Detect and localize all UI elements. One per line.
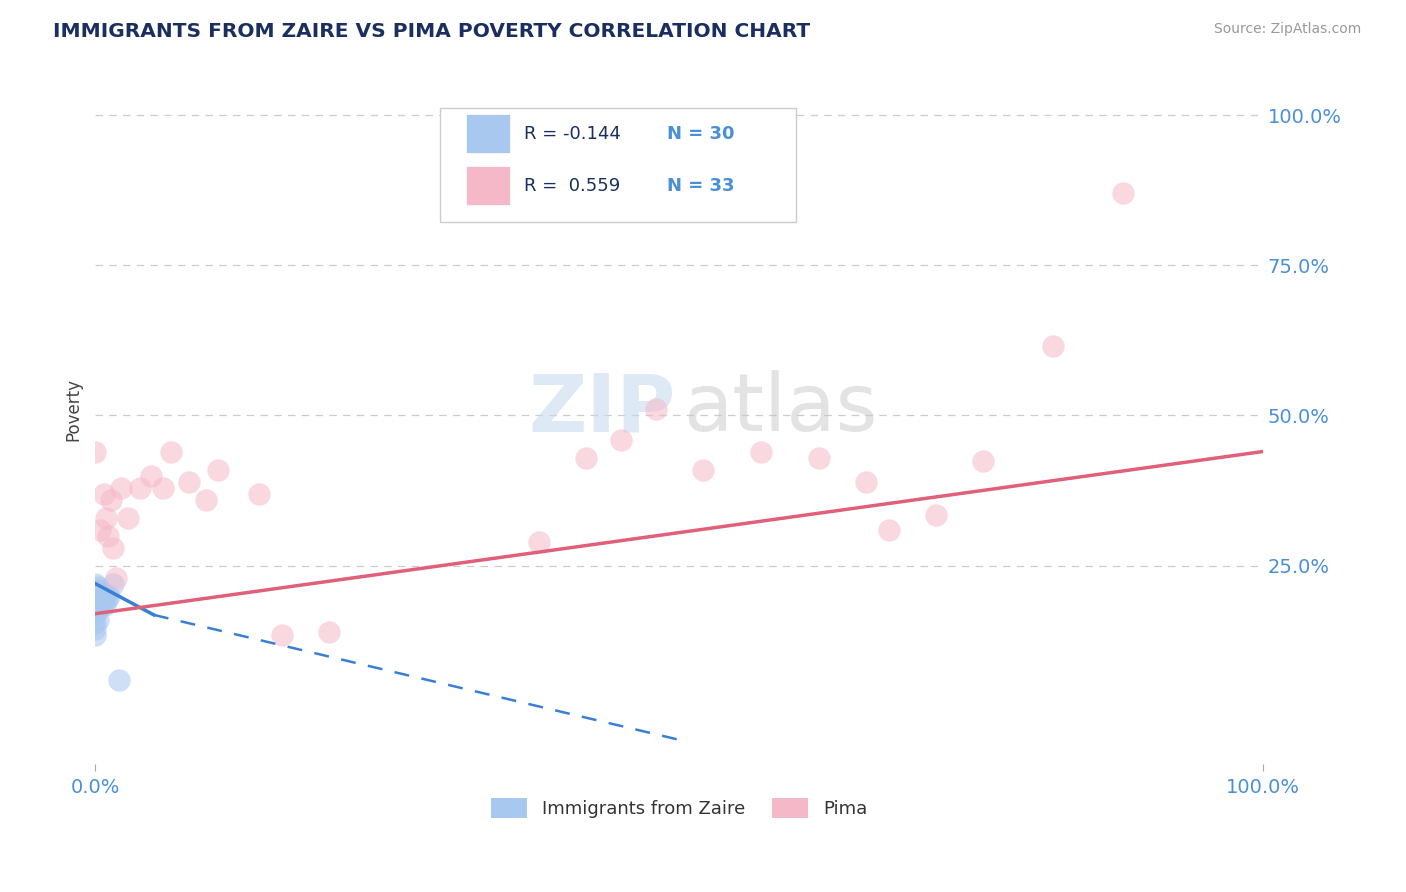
Point — [87, 591, 110, 606]
Point — [98, 589, 121, 603]
Text: N = 33: N = 33 — [668, 177, 735, 194]
Point — [86, 589, 108, 603]
Text: IMMIGRANTS FROM ZAIRE VS PIMA POVERTY CORRELATION CHART: IMMIGRANTS FROM ZAIRE VS PIMA POVERTY CO… — [53, 22, 810, 41]
Text: Source: ZipAtlas.com: Source: ZipAtlas.com — [1213, 22, 1361, 37]
Point — [87, 613, 110, 627]
Point — [84, 444, 107, 458]
Point — [94, 589, 117, 603]
Y-axis label: Poverty: Poverty — [65, 378, 82, 441]
Point — [749, 444, 772, 458]
FancyBboxPatch shape — [440, 108, 796, 222]
Point — [97, 528, 120, 542]
Point — [247, 486, 270, 500]
Point — [89, 582, 111, 597]
Point — [1042, 339, 1064, 353]
Point — [100, 492, 122, 507]
Point — [91, 598, 114, 612]
Point — [87, 598, 110, 612]
Point — [101, 576, 124, 591]
Point — [87, 585, 110, 599]
Point — [84, 591, 107, 606]
Point — [141, 468, 163, 483]
Point — [84, 607, 107, 621]
Point — [117, 510, 139, 524]
Point — [93, 598, 115, 612]
Point — [84, 615, 107, 630]
Point — [101, 541, 124, 555]
Text: atlas: atlas — [683, 370, 877, 449]
Point — [128, 481, 150, 495]
Point — [808, 450, 831, 465]
FancyBboxPatch shape — [465, 114, 510, 153]
Legend: Immigrants from Zaire, Pima: Immigrants from Zaire, Pima — [484, 790, 875, 826]
Point — [925, 508, 948, 522]
Point — [84, 600, 107, 615]
Point — [160, 444, 183, 458]
Text: N = 30: N = 30 — [668, 125, 735, 143]
Point — [87, 589, 110, 603]
Point — [87, 580, 110, 594]
Point — [207, 462, 229, 476]
Point — [93, 591, 115, 606]
Point — [644, 402, 666, 417]
Point — [152, 481, 174, 495]
Point — [96, 591, 118, 606]
Point — [1112, 186, 1135, 201]
Point — [105, 571, 128, 585]
Point — [271, 628, 294, 642]
Text: ZIP: ZIP — [529, 370, 676, 449]
Point — [195, 492, 218, 507]
Text: R = -0.144: R = -0.144 — [524, 125, 621, 143]
Point — [855, 475, 877, 489]
Point — [84, 582, 107, 597]
Point — [86, 595, 108, 609]
Point — [89, 523, 111, 537]
Point — [94, 510, 117, 524]
Point — [575, 450, 598, 465]
Point — [89, 595, 111, 609]
Point — [110, 481, 132, 495]
Point — [972, 453, 994, 467]
Point — [610, 433, 633, 447]
Point — [90, 585, 112, 599]
Text: R =  0.559: R = 0.559 — [524, 177, 620, 194]
Point — [318, 624, 340, 639]
Point — [84, 628, 107, 642]
Point — [107, 673, 129, 687]
Point — [177, 475, 200, 489]
Point — [692, 462, 714, 476]
Point — [84, 622, 107, 636]
Point — [86, 604, 108, 618]
Point — [527, 534, 550, 549]
Point — [91, 591, 114, 606]
Point — [93, 585, 115, 599]
Point — [879, 523, 901, 537]
Point — [93, 486, 115, 500]
Point — [84, 576, 107, 591]
FancyBboxPatch shape — [465, 166, 510, 204]
